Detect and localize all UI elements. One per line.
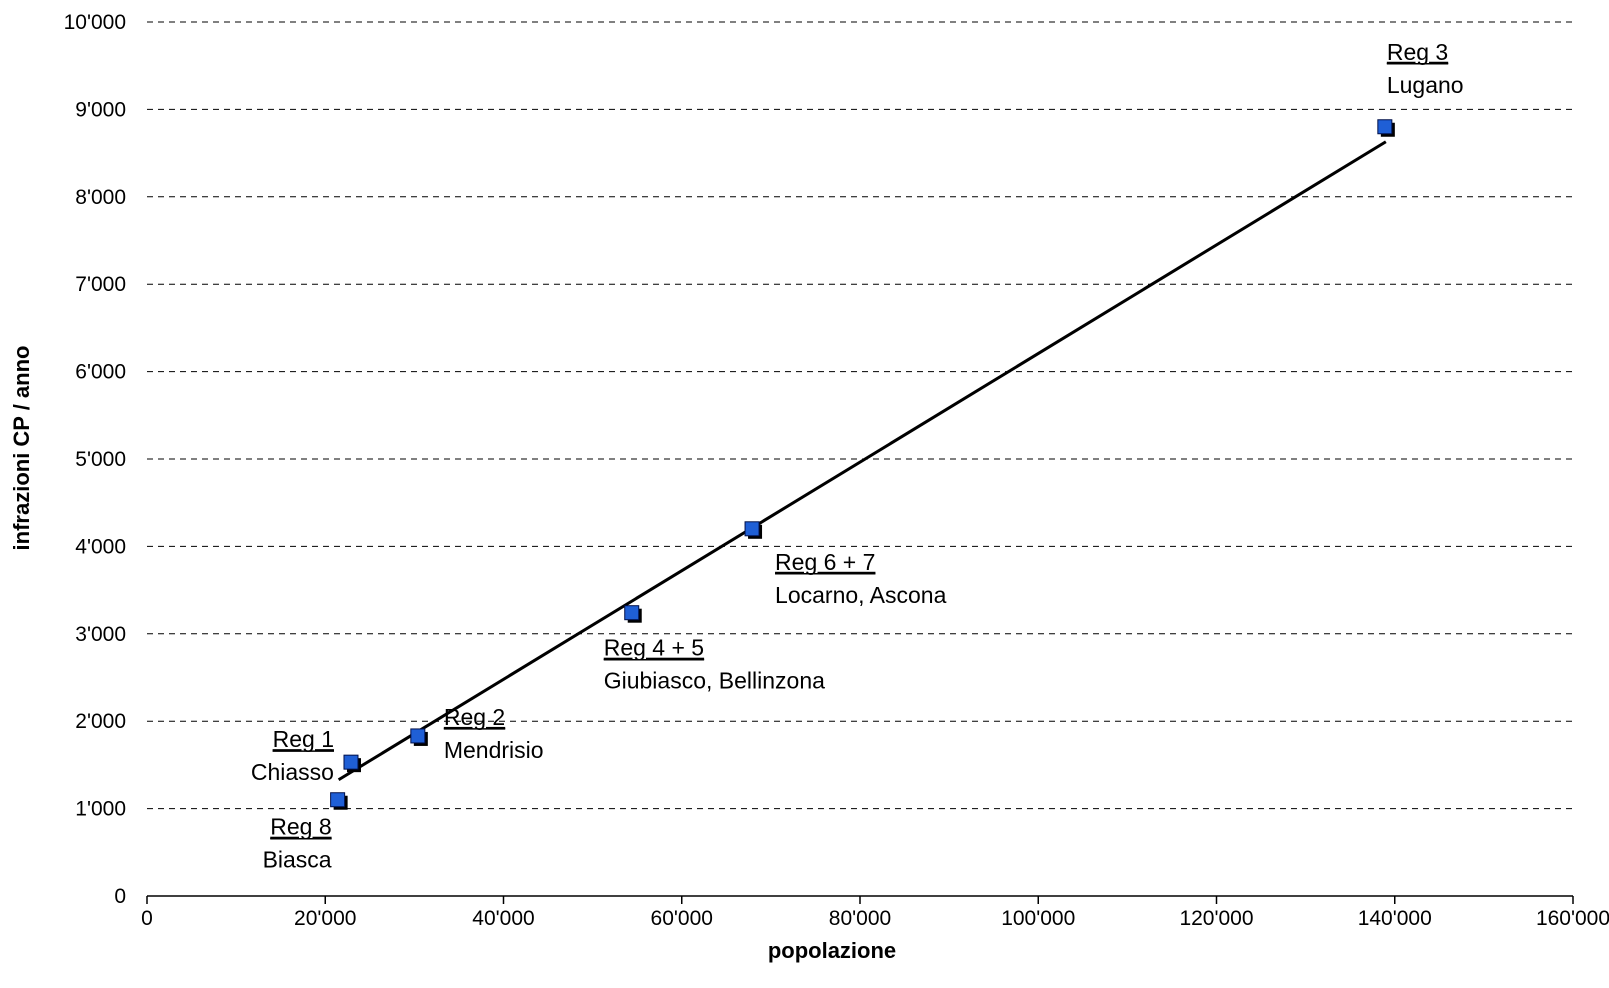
place-label: Giubiasco, Bellinzona bbox=[604, 668, 825, 694]
region-label: Reg 1 bbox=[273, 726, 334, 752]
region-label: Reg 3 bbox=[1387, 39, 1448, 65]
y-tick-label: 1'000 bbox=[75, 798, 126, 821]
data-point bbox=[1377, 119, 1393, 135]
place-label: Locarno, Ascona bbox=[775, 582, 947, 608]
data-point bbox=[343, 754, 359, 770]
y-tick-label: 8'000 bbox=[75, 186, 126, 209]
x-tick-label: 140'000 bbox=[1358, 907, 1432, 930]
y-tick-label: 5'000 bbox=[75, 448, 126, 471]
y-tick-label: 9'000 bbox=[75, 98, 126, 121]
data-point bbox=[410, 728, 426, 744]
point-labels: Reg 1 Chiasso Reg 2 Mendrisio Reg 3 Lugano Reg… bbox=[251, 39, 1464, 873]
place-label: Chiasso bbox=[251, 759, 334, 785]
x-tick-label: 120'000 bbox=[1179, 907, 1253, 930]
data-point bbox=[744, 521, 760, 537]
place-label: Mendrisio bbox=[444, 737, 544, 763]
y-tick-label: 4'000 bbox=[75, 535, 126, 558]
region-label: Reg 6 + 7 bbox=[775, 549, 875, 575]
y-tick-label: 10'000 bbox=[64, 11, 126, 34]
x-tick-label: 100'000 bbox=[1001, 907, 1075, 930]
place-label: Biasca bbox=[263, 847, 332, 873]
region-label: Reg 8 bbox=[270, 814, 331, 840]
x-tick-label: 40'000 bbox=[472, 907, 534, 930]
region-label: Reg 4 + 5 bbox=[604, 635, 704, 661]
region-label: Reg 2 bbox=[444, 704, 505, 730]
place-label: Lugano bbox=[1387, 72, 1464, 98]
x-tick-label: 80'000 bbox=[829, 907, 891, 930]
x-tick-label: 60'000 bbox=[651, 907, 713, 930]
data-points bbox=[330, 119, 1395, 810]
y-tick-label: 6'000 bbox=[75, 361, 126, 384]
x-tick-label: 20'000 bbox=[294, 907, 356, 930]
gridlines bbox=[147, 21, 1573, 810]
y-tick-label: 7'000 bbox=[75, 273, 126, 296]
x-tick-label: 160'000 bbox=[1536, 907, 1609, 930]
data-point bbox=[330, 792, 346, 808]
y-tick-label: 2'000 bbox=[75, 710, 126, 733]
x-axis-title: popolazione bbox=[768, 938, 896, 963]
axes bbox=[146, 895, 1574, 904]
y-tick-label: 0 bbox=[114, 885, 126, 908]
x-tick-label: 0 bbox=[141, 907, 153, 930]
y-axis-title: infrazioni CP / anno bbox=[9, 346, 34, 551]
tick-labels: 0 1'000 2'000 3'000 4'000 5'000 6'000 7'000 8'00… bbox=[64, 11, 1609, 930]
trendline bbox=[337, 140, 1387, 782]
y-tick-label: 3'000 bbox=[75, 623, 126, 646]
data-point bbox=[624, 605, 640, 621]
